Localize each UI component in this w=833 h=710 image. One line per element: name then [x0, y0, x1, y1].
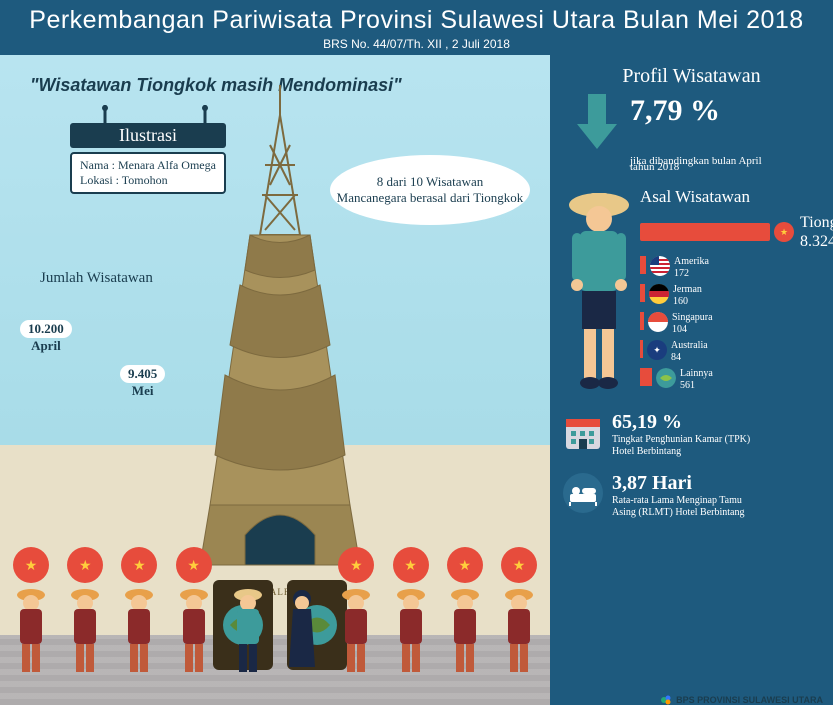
info-bubble: 8 dari 10 Wisatawan Mancanegara berasal … [330, 155, 530, 225]
origin-bar [640, 340, 643, 358]
origin-title: Asal Wisatawan [640, 187, 833, 207]
china-flag-icon: ★ [501, 547, 537, 583]
australia-flag-icon: ✦ [647, 340, 667, 360]
person-5 [227, 587, 269, 677]
origin-item-jerman: Jerman160 [640, 284, 833, 308]
mei-label: Mei [120, 383, 165, 399]
page-subtitle: BRS No. 44/07/Th. XII , 2 Juli 2018 [0, 37, 833, 51]
footer-text: BPS PROVINSI SULAWESI UTARA [676, 695, 823, 705]
tpk-label1: Tingkat Penghunian Kamar (TPK) [612, 434, 750, 446]
person-4: ★ [173, 587, 215, 677]
china-flag-icon: ★ [176, 547, 212, 583]
footer-credit: BPS PROVINSI SULAWESI UTARA [660, 694, 823, 706]
person-6 [281, 587, 323, 677]
bed-icon [562, 472, 604, 514]
visitor-count-label: Jumlah Wisatawan [40, 270, 153, 287]
china-flag-icon: ★ [67, 547, 103, 583]
illustration-panel: "Wisatawan Tiongkok masih Mendominasi" I… [0, 55, 550, 705]
origin-section: Asal Wisatawan ★ Tiongkok 8.324 Amerika [562, 187, 821, 397]
hotel-icon [562, 411, 604, 453]
bubble-line1: 8 dari 10 Wisatawan [377, 174, 483, 190]
origin-country: Tiongkok [800, 213, 833, 232]
germany-flag-icon [649, 284, 669, 304]
origin-bar [640, 368, 652, 386]
arrow-down-icon [572, 94, 622, 149]
profile-title: Profil Wisatawan [562, 65, 821, 88]
china-flag-icon: ★ [393, 547, 429, 583]
china-flag-icon: ★ [774, 222, 794, 242]
origin-bar [640, 312, 644, 330]
rlmt-label2: Asing (RLMT) Hotel Berbintang [612, 507, 744, 519]
people-row: ★ ★ ★ ★ ★ ★ ★ ★ [10, 587, 540, 677]
china-flag-icon: ★ [447, 547, 483, 583]
person-2: ★ [64, 587, 106, 677]
china-flag-icon: ★ [121, 547, 157, 583]
bubble-line2: Mancanegara berasal dari Tiongkok [337, 190, 524, 206]
person-8: ★ [390, 587, 432, 677]
origin-value: 8.324 [800, 232, 833, 251]
tpk-label2: Hotel Berbintang [612, 446, 750, 458]
mei-stat: 9.405 Mei [120, 365, 165, 399]
percent-value: 7,79 % [630, 94, 720, 128]
illustration-location: Lokasi : Tomohon [80, 173, 216, 188]
person-1: ★ [10, 587, 52, 677]
header: Perkembangan Pariwisata Provinsi Sulawes… [0, 0, 833, 55]
globe-icon [656, 368, 676, 388]
mei-value: 9.405 [120, 365, 165, 383]
rlmt-label1: Rata-rata Lama Menginap Tamu [612, 495, 744, 507]
origin-bar [640, 256, 646, 274]
origin-bar [640, 223, 770, 241]
origin-item-lainnya: Lainnya561 [640, 368, 833, 392]
china-flag-icon: ★ [338, 547, 374, 583]
person-10: ★ [498, 587, 540, 677]
origin-item-amerika: Amerika172 [640, 256, 833, 280]
origin-bar-tiongkok: ★ Tiongkok 8.324 [640, 213, 833, 251]
person-9: ★ [444, 587, 486, 677]
rlmt-value: 3,87 Hari [612, 472, 744, 495]
singapore-flag-icon [648, 312, 668, 332]
origin-bar [640, 284, 645, 302]
percent-row: 7,79 % [562, 94, 821, 149]
tourist-icon [562, 187, 636, 397]
illustration-name: Nama : Menara Alfa Omega [80, 158, 216, 173]
china-flag-icon: ★ [13, 547, 49, 583]
tpk-value: 65,19 % [612, 411, 750, 434]
person-7: ★ [335, 587, 377, 677]
april-stat: 10.200 April [20, 320, 72, 354]
person-3: ★ [118, 587, 160, 677]
page-title: Perkembangan Pariwisata Provinsi Sulawes… [0, 6, 833, 35]
origin-item-singapura: Singapura104 [640, 312, 833, 336]
april-label: April [20, 338, 72, 354]
usa-flag-icon [650, 256, 670, 276]
origin-item-australia: ✦ Australia84 [640, 340, 833, 364]
bps-logo-icon [660, 694, 672, 706]
tpk-stat: 65,19 % Tingkat Penghunian Kamar (TPK) H… [562, 411, 821, 458]
stats-panel: Profil Wisatawan 7,79 % jika dibandingka… [550, 55, 833, 705]
april-value: 10.200 [20, 320, 72, 338]
rlmt-stat: 3,87 Hari Rata-rata Lama Menginap Tamu A… [562, 472, 821, 519]
tower-illustration [200, 85, 360, 615]
